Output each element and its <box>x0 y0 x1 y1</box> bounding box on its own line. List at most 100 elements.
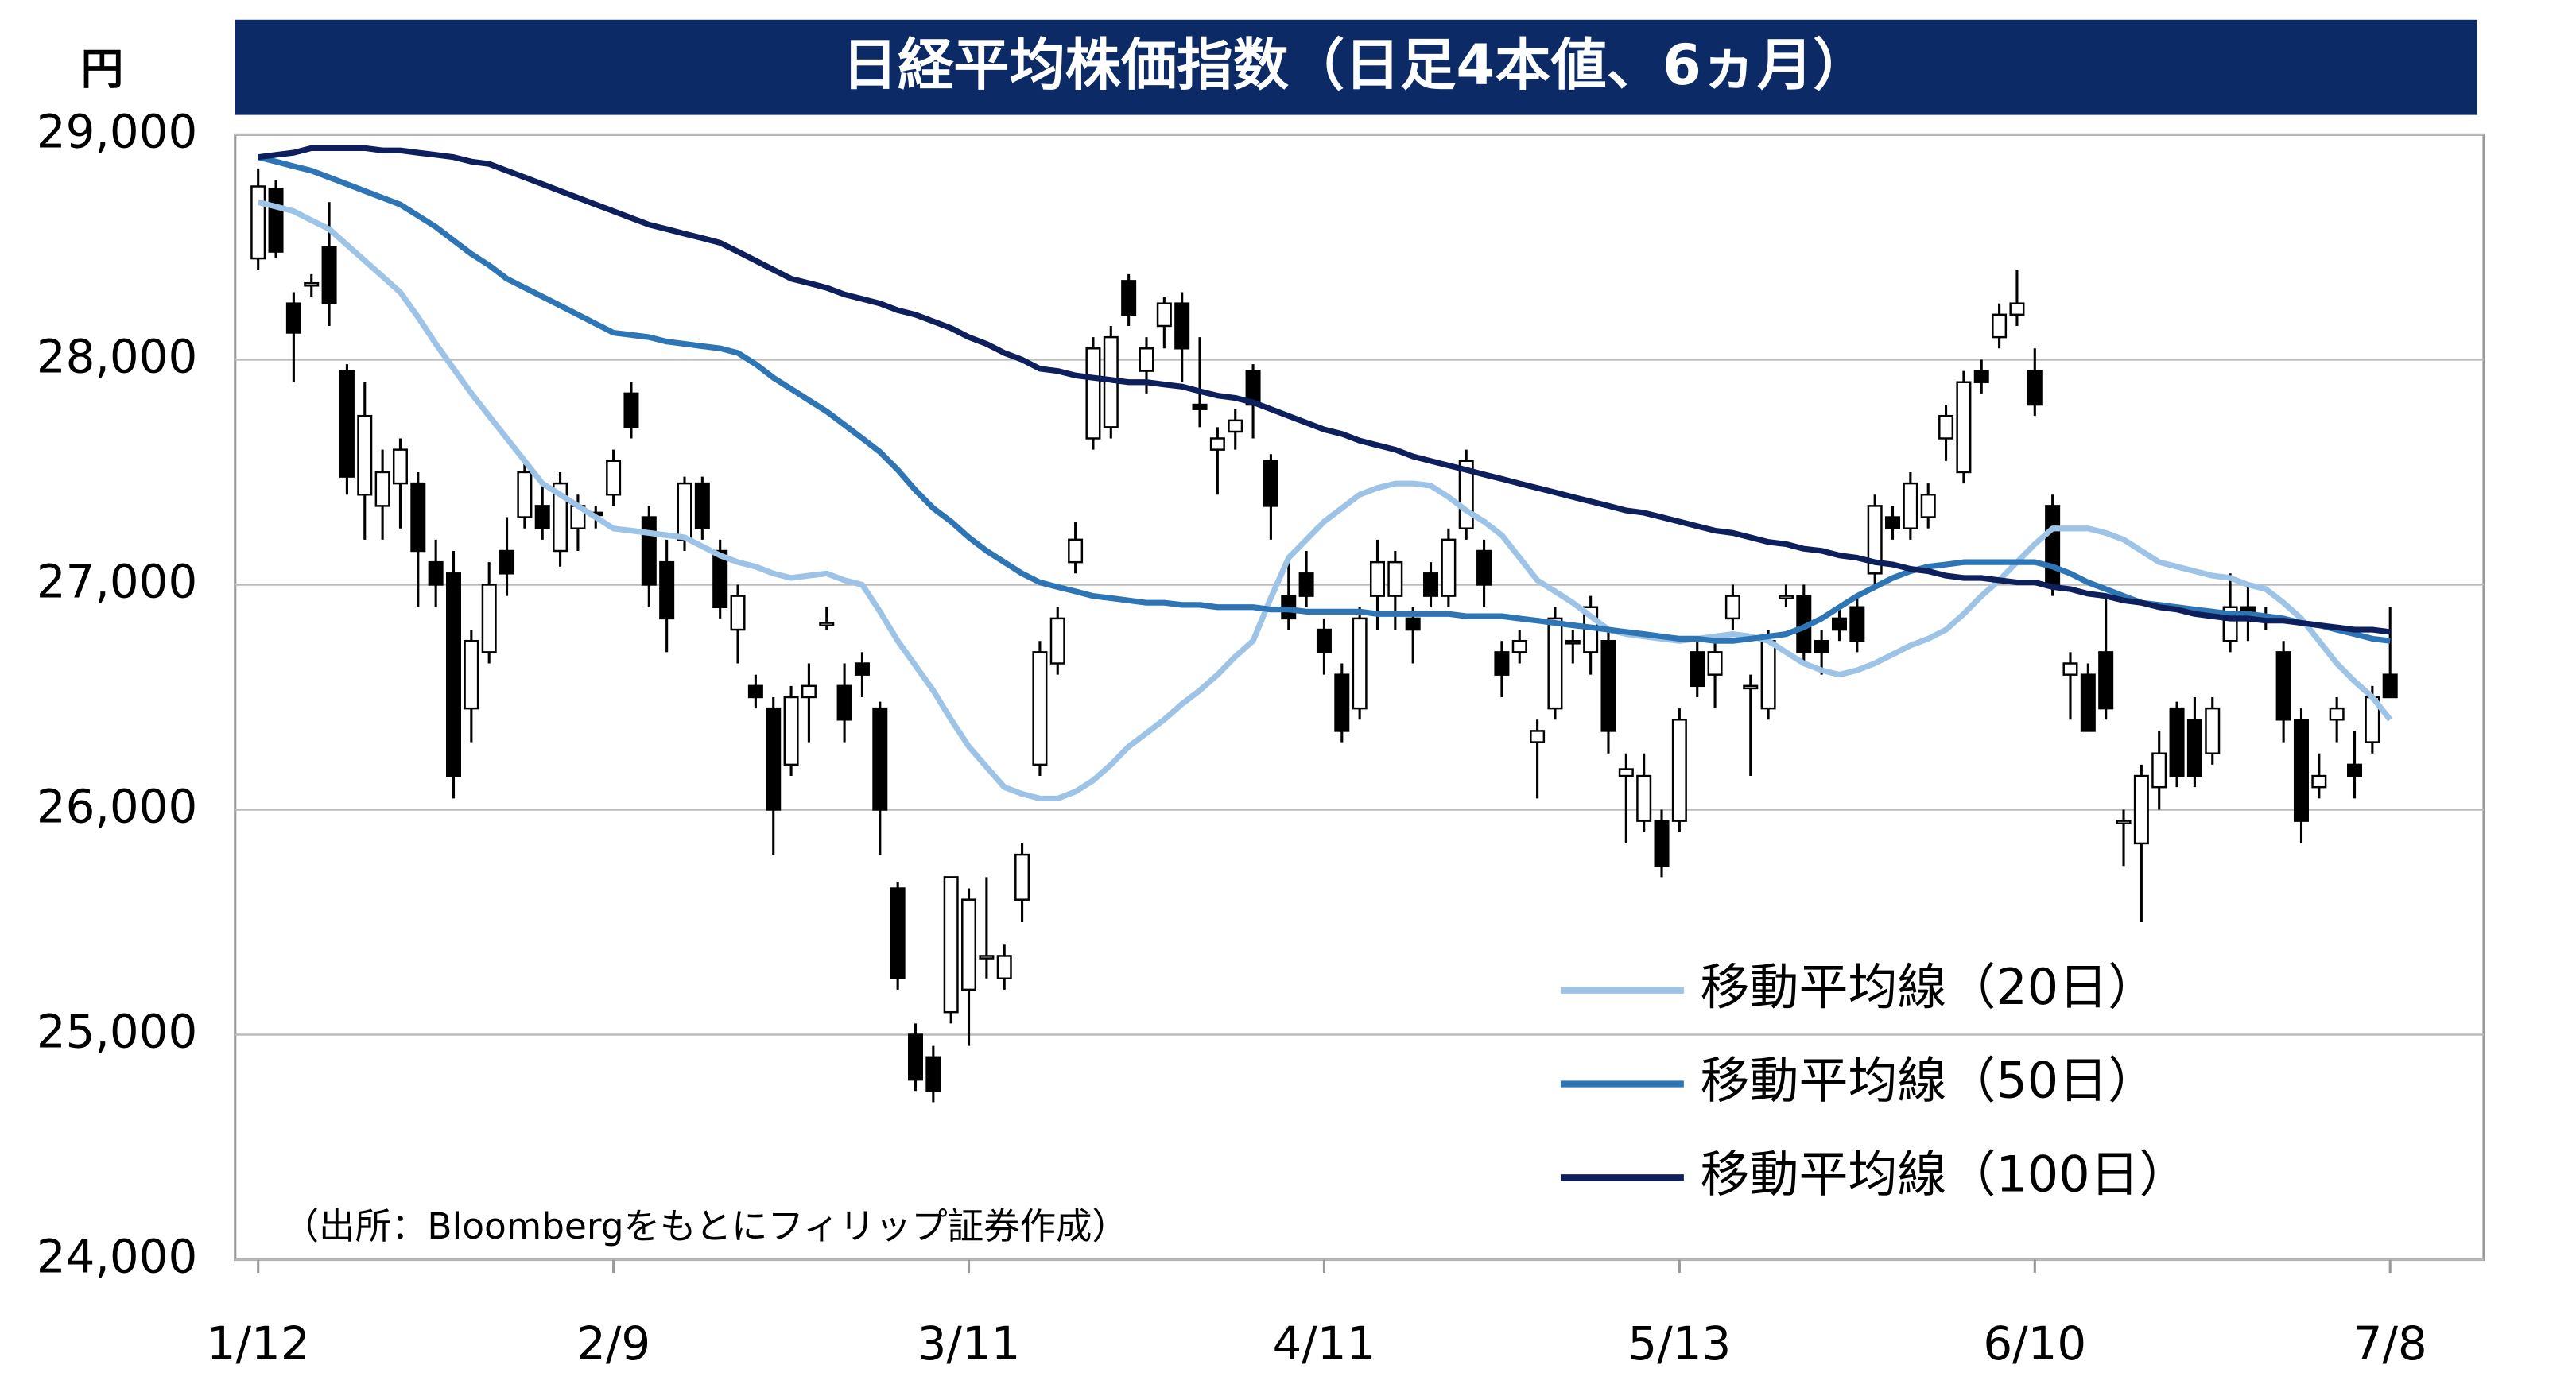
candle-body <box>428 560 444 586</box>
candle-body <box>1938 414 1954 440</box>
y-tick-label: 24,000 <box>37 1230 197 1284</box>
candle-body <box>2347 763 2363 777</box>
candle-body <box>268 188 284 253</box>
candle-body <box>819 622 835 626</box>
candle-body <box>553 482 568 553</box>
candle-body <box>2080 673 2096 732</box>
candle-body <box>464 639 479 710</box>
candle-body <box>783 696 799 766</box>
moving-average-line <box>257 154 2391 644</box>
candle-body <box>872 707 888 811</box>
candle-body <box>712 549 728 608</box>
candle-body <box>1743 684 1759 690</box>
candle-body <box>1867 505 1883 575</box>
candle-body <box>623 392 639 428</box>
y-tick-label: 26,000 <box>37 780 197 834</box>
candle-body <box>2275 651 2291 721</box>
candle-body <box>1139 347 1154 372</box>
candle-body <box>481 584 497 653</box>
candle-body <box>1849 606 1865 642</box>
candle-body <box>392 448 408 485</box>
candle-body <box>1387 560 1403 597</box>
candle-body <box>1298 572 1314 597</box>
candle-body <box>2009 302 2025 316</box>
candle-body <box>1992 313 2008 339</box>
candle-body <box>2293 719 2309 822</box>
candle-body <box>2169 707 2185 777</box>
x-tick-label: 7/8 <box>2353 1317 2427 1371</box>
candle-body <box>1760 639 1776 710</box>
candle-body <box>801 684 817 699</box>
candle-body <box>836 684 852 721</box>
candle-body <box>1085 347 1101 440</box>
candle-body <box>1956 381 1972 474</box>
candle-body <box>1724 595 1740 620</box>
candle-body <box>1654 820 1670 867</box>
candle-body <box>890 887 906 979</box>
legend-label: 移動平均線（50日） <box>1701 1052 2158 1110</box>
candle-body <box>943 876 959 1014</box>
candle-body <box>2133 774 2149 845</box>
candle-body <box>2186 719 2202 777</box>
candle-body <box>979 955 995 960</box>
candle-body <box>747 684 763 699</box>
candle-body <box>854 662 870 676</box>
legend-label: 移動平均線（100日） <box>1701 1145 2189 1203</box>
candle-body <box>961 898 977 991</box>
source-note: （出所：Bloombergをもとにフィリップ証券作成） <box>283 1205 1128 1247</box>
candle-body <box>304 281 320 287</box>
candle-body <box>1530 730 1546 743</box>
candle-body <box>2311 774 2327 789</box>
x-tick-label: 3/11 <box>918 1317 1021 1371</box>
candle-body <box>2382 673 2398 699</box>
candle-body <box>1778 595 1794 599</box>
candle-body <box>1352 617 1368 710</box>
candle-body <box>339 370 355 478</box>
candle-body <box>1707 651 1723 676</box>
candle-body <box>1405 617 1421 631</box>
x-tick-label: 4/11 <box>1273 1317 1376 1371</box>
chart-title: 日経平均株価指数（日足4本値、6ヵ月） <box>842 33 1869 98</box>
candle-body <box>677 482 692 541</box>
candle-body <box>534 505 550 529</box>
candle-body <box>766 707 782 811</box>
candle-body <box>996 955 1012 979</box>
candle-body <box>499 549 515 575</box>
candle-body <box>1423 572 1439 597</box>
candle-body <box>659 560 675 620</box>
candle-body <box>1690 651 1705 688</box>
candle-body <box>1049 617 1065 665</box>
candle-body <box>1600 639 1616 732</box>
candle-body <box>2329 707 2345 721</box>
candle-body <box>1831 617 1847 631</box>
x-tick-label: 5/13 <box>1627 1317 1731 1371</box>
candle-body <box>2116 820 2132 824</box>
candle-body <box>1636 774 1652 822</box>
candle-body <box>410 482 426 553</box>
candle-body <box>1316 628 1332 653</box>
candle-body <box>1174 302 1190 350</box>
candle-body <box>1156 302 1172 328</box>
x-tick-label: 1/12 <box>207 1317 310 1371</box>
candle-body <box>1263 460 1278 507</box>
candle-body <box>1511 639 1527 653</box>
candle-body <box>517 471 533 518</box>
candle-body <box>1228 419 1243 433</box>
y-tick-label: 29,000 <box>37 105 197 159</box>
candle-body <box>1565 639 1581 645</box>
x-tick-label: 6/10 <box>1983 1317 2086 1371</box>
candle-body <box>1369 560 1385 597</box>
y-tick-label: 27,000 <box>37 555 197 609</box>
candle-body <box>2027 370 2043 406</box>
candle-body <box>357 414 373 496</box>
candle-body <box>907 1033 923 1081</box>
y-tick-label: 25,000 <box>37 1005 197 1059</box>
candle-body <box>2151 752 2167 789</box>
candle-body <box>2098 651 2114 710</box>
candle-body <box>445 572 462 777</box>
legend-label: 移動平均線（20日） <box>1701 958 2158 1016</box>
candle-body <box>250 185 266 260</box>
candle-body <box>1885 516 1901 529</box>
y-axis-label: 円 <box>81 45 124 95</box>
